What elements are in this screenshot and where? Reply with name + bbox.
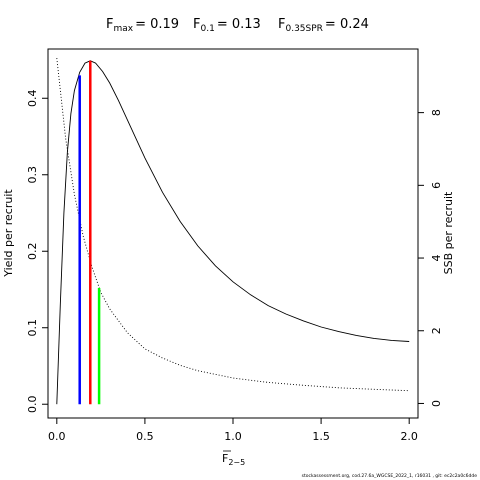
yield-per-recruit-curve [56,60,410,405]
footer-credit: stockassessment.org, cod.27.6a_WGCSE_202… [301,474,477,479]
y-right-tick-label: 8 [430,109,443,116]
y-left-tick-label: 0.0 [26,395,39,413]
chart-title: Fmax = 0.19 F0.1 = 0.13 F0.35SPR = 0.24 [106,17,369,34]
x-axis: 0.0 0.5 1.0 1.5 2.0 [48,417,418,443]
x-axis-label: F2−5 [222,452,245,467]
y-axis-left: 0.0 0.1 0.2 0.3 0.4 [26,90,49,413]
y-right-tick-label: 6 [430,182,443,189]
x-tick-label: 2.0 [400,430,418,443]
x-tick-label: 1.5 [312,430,330,443]
y-right-tick-label: 2 [430,327,443,334]
y-right-tick-label: 0 [430,400,443,407]
curves [56,58,410,405]
x-tick-label: 0.5 [136,430,154,443]
y-left-tick-label: 0.2 [26,242,39,260]
title-fmax: Fmax = 0.19 [106,17,179,34]
ssb-per-recruit-curve [56,58,410,392]
x-tick-label: 0.0 [48,430,66,443]
y-axis-right-label: SSB per recruit [442,191,455,274]
y-left-tick-label: 0.4 [26,90,39,108]
y-axis-right: 0 2 4 6 8 [417,109,443,407]
y-right-tick-label: 4 [430,255,443,262]
y-left-tick-label: 0.3 [26,166,39,184]
title-f035spr: F0.35SPR = 0.24 [278,17,369,34]
title-f01: F0.1 = 0.13 [193,17,261,34]
reference-lines [78,60,101,405]
plot-frame [47,48,419,419]
y-axis-left-label: Yield per recruit [2,189,15,278]
y-left-tick-label: 0.1 [26,319,39,337]
x-tick-label: 1.0 [224,430,242,443]
